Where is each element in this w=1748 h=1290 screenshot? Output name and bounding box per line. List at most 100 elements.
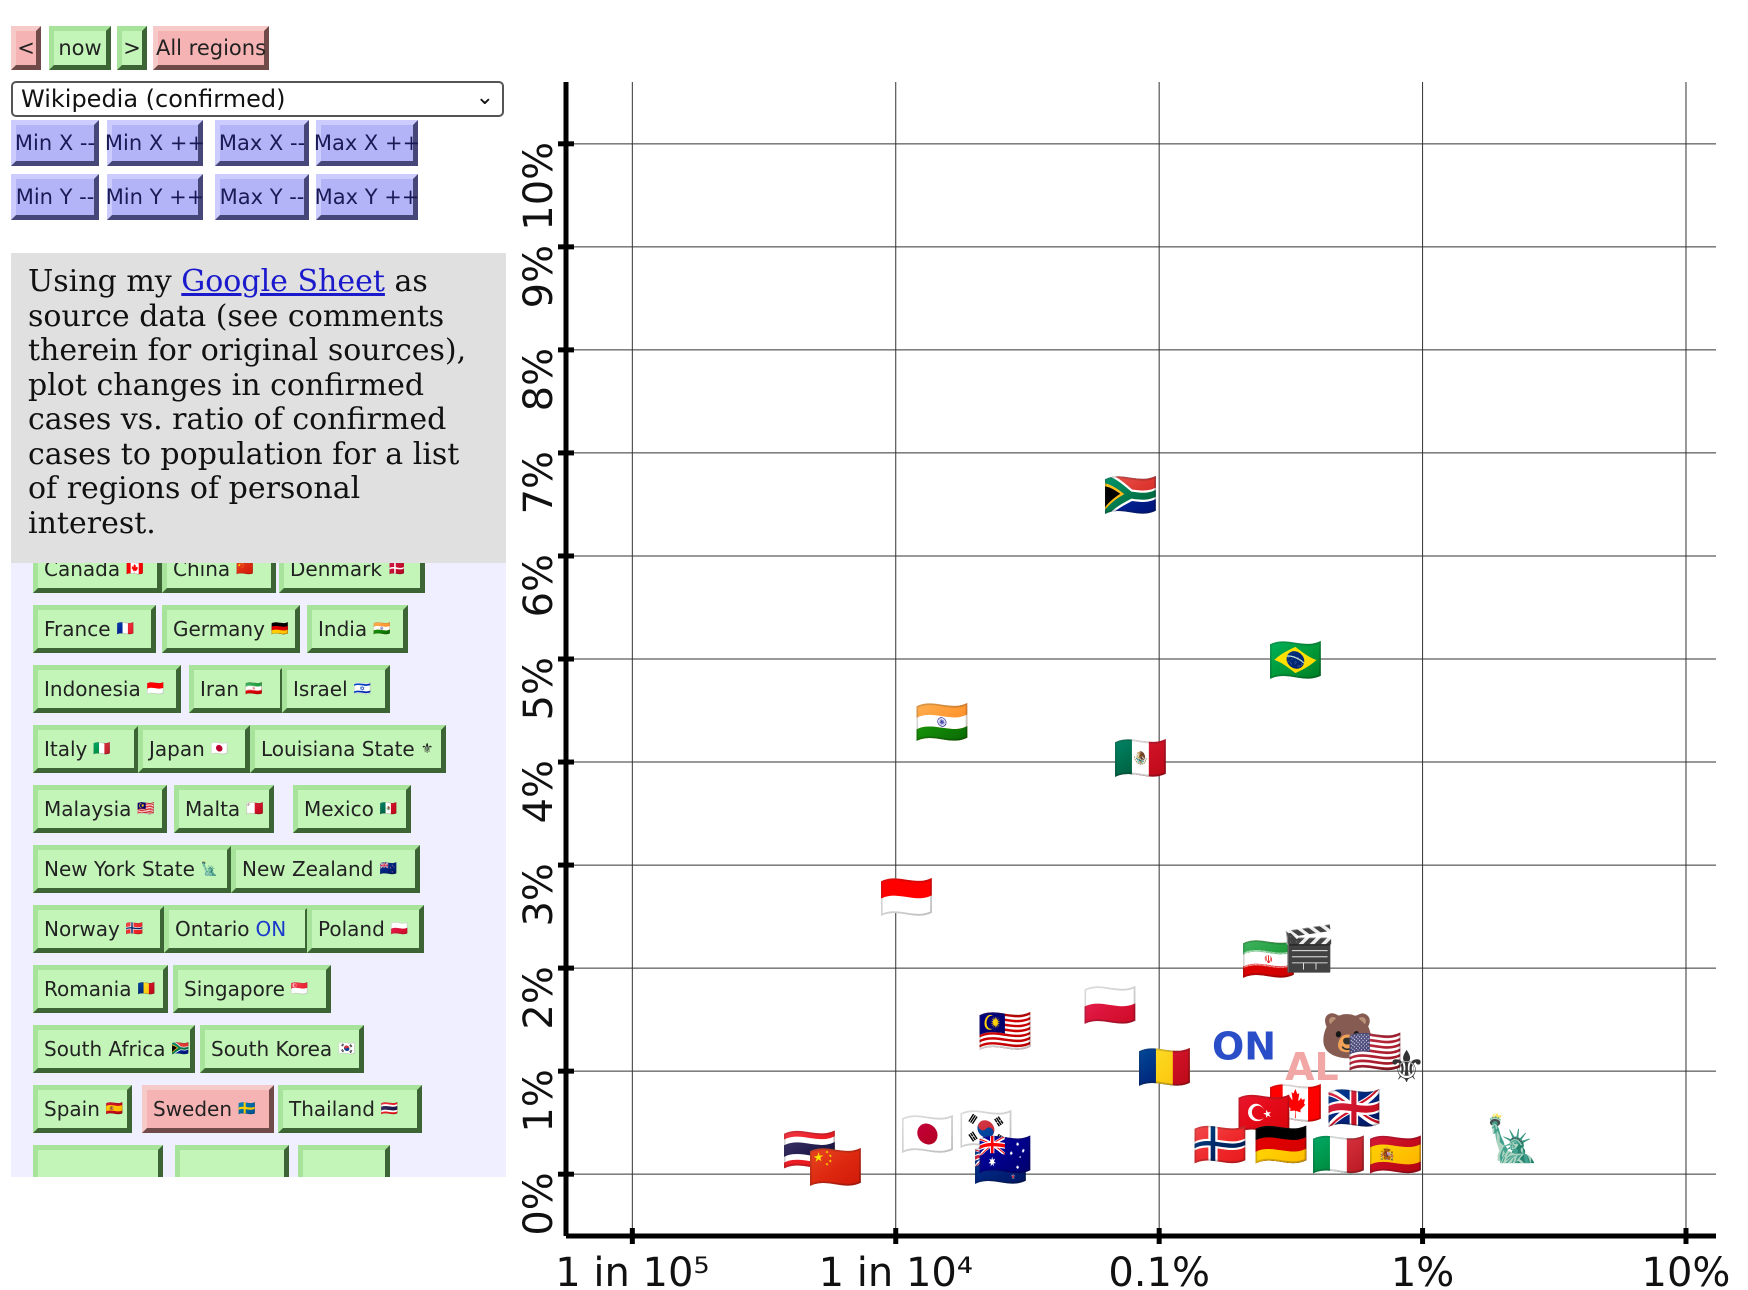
region-chip-germany[interactable]: Germany 🇩🇪 (162, 605, 300, 653)
region-chip-sweden[interactable]: Sweden 🇸🇪 (142, 1085, 274, 1133)
region-chip-thailand[interactable]: Thailand 🇹🇭 (278, 1085, 422, 1133)
y-tick-label: 3% (516, 863, 562, 926)
region-chip-louisiana-state[interactable]: Louisiana State ⚜ (250, 725, 446, 773)
region-chip-norway[interactable]: Norway 🇳🇴 (33, 905, 165, 953)
region-chip-france[interactable]: France 🇫🇷 (33, 605, 156, 653)
region-chip-label: Thailand (289, 1097, 375, 1121)
region-flag-icon: 🇸🇬 (290, 981, 309, 997)
min-y-increase-button[interactable]: Min Y ++ (106, 174, 204, 220)
region-flag-icon: 🇲🇽 (379, 801, 398, 817)
region-flag-icon: 🇷🇴 (137, 981, 155, 997)
region-flag-icon: 🇲🇾 (137, 801, 155, 817)
point-los-angeles: 🎬 (1281, 924, 1336, 975)
point-canada: 🇨🇦 (1268, 1078, 1323, 1129)
max-y-increase-button[interactable]: Max Y ++ (315, 174, 419, 220)
max-x-increase-button[interactable]: Max X ++ (314, 120, 420, 166)
region-chip-malaysia[interactable]: Malaysia 🇲🇾 (33, 785, 167, 833)
region-chip-indonesia[interactable]: Indonesia 🇮🇩 (33, 665, 181, 713)
region-flag-icon: 🇮🇷 (245, 681, 263, 697)
region-chip-singapore[interactable]: Singapore 🇸🇬 (173, 965, 331, 1013)
intro-after-link: as source data (see comments therein for… (28, 264, 467, 541)
point-spain: 🇪🇸 (1368, 1130, 1423, 1181)
region-chip-poland[interactable]: Poland 🇵🇱 (307, 905, 424, 953)
dataset-select[interactable]: Wikipedia (confirmed) ⌄ (11, 81, 504, 117)
point-thailand: 🇹🇭 (782, 1124, 837, 1175)
region-flag-icon: ⚜ (420, 741, 434, 757)
point-south-korea: 🇰🇷 (959, 1104, 1014, 1155)
region-chip-label: Malaysia (44, 797, 132, 821)
region-chip-spain[interactable]: Spain 🇪🇸 (33, 1085, 132, 1133)
region-chip-new-zealand[interactable]: New Zealand 🇳🇿 (231, 845, 420, 893)
y-tick-label: 10% (516, 142, 562, 231)
region-flag-icon: 🇮🇱 (353, 681, 372, 697)
region-flag-icon: 🇮🇩 (146, 681, 165, 697)
region-chip[interactable] (33, 1145, 163, 1177)
point-china: 🇨🇳 (808, 1142, 863, 1193)
x-tick-label: 0.1% (1108, 1250, 1210, 1290)
prev-button[interactable]: < (11, 26, 41, 70)
min-x-decrease-button[interactable]: Min X -- (11, 120, 99, 166)
region-chip-label: Israel (293, 677, 348, 701)
region-chip-japan[interactable]: Japan 🇯🇵 (138, 725, 250, 773)
region-chip-india[interactable]: India 🇮🇳 (307, 605, 408, 653)
region-chip-italy[interactable]: Italy 🇮🇹 (33, 725, 139, 773)
max-x-decrease-button[interactable]: Max X -- (215, 120, 309, 166)
region-chip-label: India (318, 617, 368, 641)
region-flag-icon: 🗽 (200, 861, 219, 877)
google-sheet-link[interactable]: Google Sheet (181, 264, 385, 299)
region-chip-label: Italy (44, 737, 88, 761)
y-tick-label: 1% (516, 1069, 562, 1132)
next-button[interactable]: > (117, 26, 147, 70)
region-chip-canada[interactable]: Canada 🇨🇦 (33, 563, 162, 593)
region-chip-label: New York State (44, 857, 195, 881)
point-japan: 🇯🇵 (900, 1109, 955, 1160)
x-tick-label: 1 in 10⁴ (819, 1250, 973, 1290)
point-india: 🇮🇳 (915, 697, 970, 748)
point-turkey: 🇹🇷 (1237, 1088, 1292, 1139)
dataset-select-value: Wikipedia (confirmed) (21, 85, 286, 113)
region-chip-china[interactable]: China 🇨🇳 (162, 563, 276, 593)
region-chip-romania[interactable]: Romania 🇷🇴 (33, 965, 168, 1013)
region-chip-label: South Korea (211, 1037, 333, 1061)
region-chip-israel[interactable]: Israel 🇮🇱 (282, 665, 390, 713)
min-y-decrease-button[interactable]: Min Y -- (11, 174, 99, 220)
point-italy: 🇮🇹 (1311, 1130, 1366, 1181)
region-chip-label: Poland (318, 917, 385, 941)
region-flag-icon: 🇵🇱 (390, 921, 409, 937)
region-flag-icon: 🇪🇸 (105, 1101, 124, 1117)
region-chip[interactable] (175, 1145, 289, 1177)
region-flag-icon: 🇨🇳 (236, 563, 254, 577)
all-regions-button[interactable]: All regions (153, 26, 269, 70)
region-chip-label: Spain (44, 1097, 100, 1121)
region-chip-label: China (173, 563, 231, 581)
region-list[interactable]: Canada 🇨🇦 China 🇨🇳 Denmark 🇩🇰 France 🇫🇷 Germany 🇩… (11, 563, 506, 1177)
region-chip-south-africa[interactable]: South Africa 🇿🇦 (33, 1025, 195, 1073)
intro-text: Using my Google Sheet as source data (se… (11, 253, 506, 563)
region-chip-iran[interactable]: Iran 🇮🇷 (189, 665, 285, 713)
y-tick-label: 0% (516, 1172, 562, 1235)
point-new-zealand: 🇳🇿 (973, 1140, 1028, 1191)
max-y-decrease-button[interactable]: Max Y -- (215, 174, 309, 220)
region-flag-icon: 🇨🇦 (126, 563, 144, 577)
region-chip-new-york-state[interactable]: New York State 🗽 (33, 845, 232, 893)
region-chip[interactable] (298, 1145, 390, 1177)
y-tick-label: 6% (516, 554, 562, 617)
min-x-increase-button[interactable]: Min X ++ (105, 120, 205, 166)
intro-before-link: Using my (28, 264, 182, 299)
now-button[interactable]: now (49, 26, 111, 70)
region-chip-denmark[interactable]: Denmark 🇩🇰 (279, 563, 425, 593)
region-chip-label: Japan (149, 737, 205, 761)
x-tick-label: 10% (1642, 1250, 1731, 1290)
region-chip-ontario[interactable]: Ontario ON (164, 905, 310, 953)
y-tick-label: 4% (516, 760, 562, 823)
region-flag-icon: 🇰🇷 (338, 1041, 356, 1057)
region-chip-south-korea[interactable]: South Korea 🇰🇷 (200, 1025, 364, 1073)
region-chip-mexico[interactable]: Mexico 🇲🇽 (293, 785, 411, 833)
region-chip-label: Singapore (184, 977, 285, 1001)
region-chip-label: Mexico (304, 797, 374, 821)
region-flag-icon: 🇸🇪 (238, 1101, 256, 1117)
region-chip-malta[interactable]: Malta 🇲🇹 (174, 785, 274, 833)
point-australia: 🇦🇺 (978, 1130, 1033, 1181)
region-flag-icon: 🇫🇷 (116, 621, 134, 637)
region-chip-label: South Africa (44, 1037, 166, 1061)
